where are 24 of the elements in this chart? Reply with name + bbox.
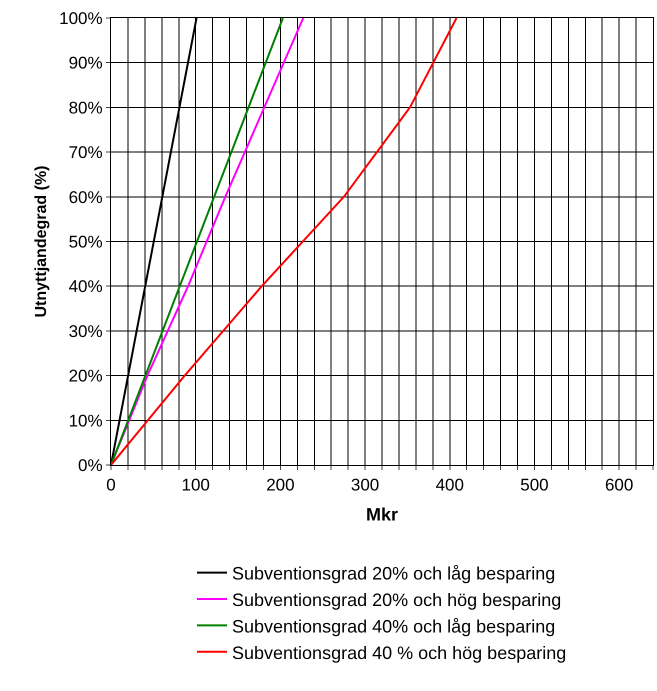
x-tick-label: 500: [520, 475, 549, 494]
x-tick-label: 100: [182, 475, 210, 494]
y-tick-label: 90%: [68, 54, 103, 73]
y-tick-label: 60%: [68, 188, 103, 207]
x-tick-label: 600: [604, 475, 634, 494]
x-axis-title: Mkr: [366, 504, 398, 524]
y-tick-label: 100%: [59, 8, 103, 28]
y-tick-label: 40%: [68, 277, 103, 296]
legend-label: Subventionsgrad 20% och hög besparing: [232, 590, 562, 610]
y-tick-label: 70%: [68, 143, 103, 162]
legend-label: Subventionsgrad 40% och låg besparing: [232, 616, 556, 636]
y-axis-title: Utnyttjandegrad (%): [33, 166, 50, 318]
y-tick-label: 20%: [68, 366, 103, 386]
legend-label: Subventionsgrad 20% och låg besparing: [232, 564, 556, 584]
y-tick-label: 30%: [68, 322, 103, 341]
y-tick-label: 80%: [68, 98, 103, 118]
x-tick-label: 400: [436, 475, 464, 494]
y-tick-label: 50%: [68, 232, 103, 252]
x-tick-label: 200: [266, 475, 295, 494]
legend-label: Subventionsgrad 40 % och hög besparing: [232, 642, 566, 663]
y-tick-label: 10%: [68, 411, 103, 430]
x-tick-label: 300: [350, 475, 380, 494]
y-tick-label: 0%: [78, 456, 103, 475]
x-tick-label: 0: [106, 475, 116, 494]
